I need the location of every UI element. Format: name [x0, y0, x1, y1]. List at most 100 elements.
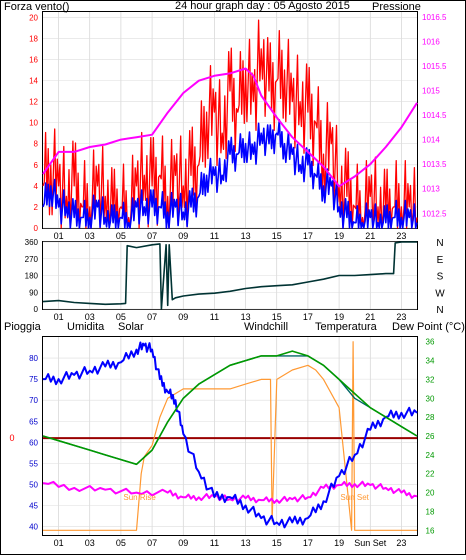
x-tick-label-mid: 13 — [241, 312, 251, 322]
dewpoint-line — [42, 480, 418, 504]
pressure-tick-label: 1013.5 — [422, 160, 447, 169]
humidity-tick-label: 40 — [29, 523, 38, 532]
tick-label-layer: 01 01 03 03 05 05 07 07 09 09 11 11 13 13 15 15 17 17 19 19… — [9, 13, 447, 548]
wind-tick-label: 4 — [34, 182, 39, 191]
wind-tick-label: 14 — [29, 76, 38, 85]
x-tick-label-mid: 01 — [54, 312, 64, 322]
temperature-line — [42, 350, 418, 466]
humidity-label: Umidita — [67, 321, 105, 333]
humidity-tick-label: 50 — [29, 480, 38, 489]
annotation-layer: Sun Rise Sun Set — [123, 493, 369, 502]
x-tick-label-mid: 09 — [178, 312, 188, 322]
temperature-tick-label: 16 — [426, 526, 435, 535]
x-tick-label-bottom: 19 — [334, 538, 344, 548]
compass-label: E — [437, 255, 444, 266]
x-tick-label-bottom: 03 — [85, 538, 95, 548]
wind-tick-label: 8 — [34, 140, 39, 149]
compass-label: S — [437, 272, 444, 283]
humidity-tick-label: 80 — [29, 354, 38, 363]
x-tick-label-mid: 11 — [210, 312, 219, 322]
pressure-tick-label: 1013 — [422, 185, 440, 194]
x-tick-label-bottom: 09 — [178, 538, 188, 548]
x-tick-label-top: 23 — [396, 231, 406, 241]
humidity-tick-label: 55 — [29, 459, 38, 468]
x-tick-label-top: 21 — [365, 231, 375, 241]
temperature-tick-label: 32 — [426, 375, 435, 384]
wind-tick-label: 6 — [34, 161, 39, 170]
windchill-label: Windchill — [244, 321, 288, 333]
solar-label: Solar — [118, 321, 144, 333]
wind-tick-label: 18 — [29, 34, 38, 43]
humidity-tick-label: 65 — [29, 417, 38, 426]
pressure-line — [42, 67, 418, 188]
temperature-tick-label: 28 — [426, 413, 435, 422]
temperature-tick-label: 18 — [426, 507, 435, 516]
humidity-tick-label: 75 — [29, 375, 38, 384]
pressure-tick-label: 1016 — [422, 37, 440, 46]
direction-tick-label: 0 — [34, 305, 39, 314]
x-tick-label-bottom: 13 — [241, 538, 251, 548]
x-tick-label-bottom: 07 — [147, 538, 157, 548]
x-tick-label-bottom: 17 — [303, 538, 313, 548]
direction-tick-label: 90 — [29, 288, 38, 297]
compass-label: W — [435, 288, 445, 299]
x-tick-label-mid: 23 — [396, 312, 406, 322]
solar-line — [43, 341, 417, 531]
wind-tick-label: 20 — [29, 13, 38, 22]
temperature-tick-label: 20 — [426, 489, 435, 498]
wind-speed-line — [42, 19, 418, 229]
x-tick-label-top: 11 — [210, 231, 219, 241]
panel1-plot-area — [42, 11, 418, 229]
compass-label: N — [436, 305, 443, 316]
rain-label: Pioggia — [4, 321, 42, 333]
x-tick-label-bottom: 15 — [272, 538, 282, 548]
x-tick-label-mid: 05 — [116, 312, 126, 322]
humidity-line — [43, 341, 418, 529]
pressure-tick-label: 1012.5 — [422, 209, 447, 218]
x-tick-label-mid: 03 — [85, 312, 95, 322]
x-tick-label-top: 01 — [54, 231, 64, 241]
wind-tick-label: 12 — [29, 98, 38, 107]
series-layer — [42, 19, 418, 531]
wind-tick-label: 0 — [34, 224, 39, 233]
grid-layer — [43, 12, 417, 535]
x-tick-label-mid: 17 — [303, 312, 313, 322]
pressure-axis-label: Pressione — [372, 1, 421, 13]
pressure-tick-label: 1016.5 — [422, 13, 447, 22]
wind-axis-label: Forza vento() — [4, 1, 69, 13]
x-tick-label-bottom: 05 — [116, 538, 126, 548]
x-tick-label-top: 17 — [303, 231, 313, 241]
pressure-tick-label: 1014 — [422, 136, 440, 145]
sunset-annotation: Sun Set — [340, 493, 369, 502]
pressure-tick-label: 1015 — [422, 87, 440, 96]
wind-tick-label: 2 — [34, 203, 39, 212]
x-tick-label-mid: 15 — [272, 312, 282, 322]
dewpoint-label: Dew Point (°C) — [392, 321, 465, 333]
pressure-tick-label: 1015.5 — [422, 62, 447, 71]
humidity-tick-label: 70 — [29, 396, 38, 405]
x-tick-label-top: 15 — [272, 231, 282, 241]
temperature-tick-label: 34 — [426, 357, 435, 366]
humidity-tick-label: 60 — [29, 438, 38, 447]
direction-tick-label: 180 — [25, 272, 39, 281]
x-tick-label-mid: 07 — [147, 312, 157, 322]
temperature-tick-label: 24 — [426, 451, 435, 460]
temperature-tick-label: 22 — [426, 470, 435, 479]
temperature-tick-label: 30 — [426, 394, 435, 403]
rain-zero-label: 0 — [9, 433, 14, 443]
direction-tick-label: 270 — [25, 255, 39, 264]
compass-label: N — [436, 238, 443, 249]
x-tick-label-bottom: Sun Set — [354, 538, 387, 548]
x-tick-label-bottom: 11 — [210, 538, 219, 548]
sunrise-annotation: Sun Rise — [123, 493, 156, 502]
x-tick-label-top: 07 — [147, 231, 157, 241]
x-tick-label-bottom: 01 — [54, 538, 64, 548]
wind-tick-label: 16 — [29, 55, 38, 64]
x-tick-label-mid: 19 — [334, 312, 344, 322]
humidity-tick-label: 45 — [29, 502, 38, 511]
x-tick-label-top: 19 — [334, 231, 344, 241]
x-tick-label-mid: 21 — [365, 312, 375, 322]
x-tick-label-top: 03 — [85, 231, 95, 241]
